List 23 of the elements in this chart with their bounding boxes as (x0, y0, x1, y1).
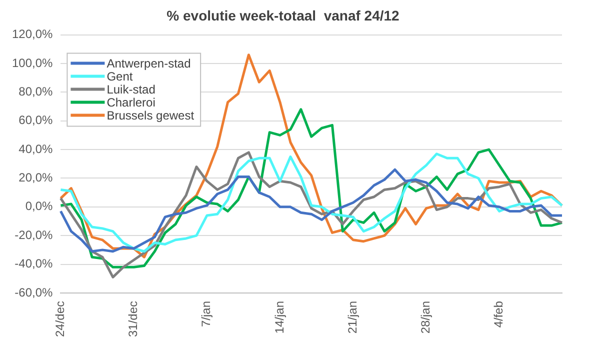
y-tick-label: -40,0% (14, 256, 54, 271)
y-tick-label: -20,0% (14, 228, 54, 242)
y-tick-label: -60,0% (14, 285, 54, 300)
x-tick-label: 24/dec (53, 300, 68, 337)
y-tick-label: 80,0% (18, 84, 54, 98)
legend-label: Luik-stad (106, 82, 156, 97)
x-tick-label: 4/feb (492, 300, 506, 328)
chart-title: % evolutie week-totaal vanaf 24/12 (166, 7, 400, 24)
x-tick-label: 7/jan (199, 300, 214, 327)
legend-label: Charleroi (106, 96, 156, 110)
x-tick-label: 31/dec (126, 300, 140, 337)
legend-label: Gent (106, 70, 134, 84)
y-tick-label: 100,0% (12, 56, 54, 70)
legend-label: Brussels gewest (106, 108, 195, 123)
y-tick-label: 0,0% (25, 199, 54, 214)
x-tick-label: 14/jan (272, 300, 286, 334)
y-tick-label: 120,0% (12, 27, 54, 42)
x-tick-label: 28/jan (418, 300, 433, 334)
y-tick-label: 20,0% (18, 170, 54, 185)
x-tick-label: 21/jan (345, 300, 360, 334)
legend-label: Antwerpen-stad (106, 56, 191, 71)
y-tick-label: 40,0% (18, 142, 54, 156)
y-tick-label: 60,0% (18, 113, 54, 128)
